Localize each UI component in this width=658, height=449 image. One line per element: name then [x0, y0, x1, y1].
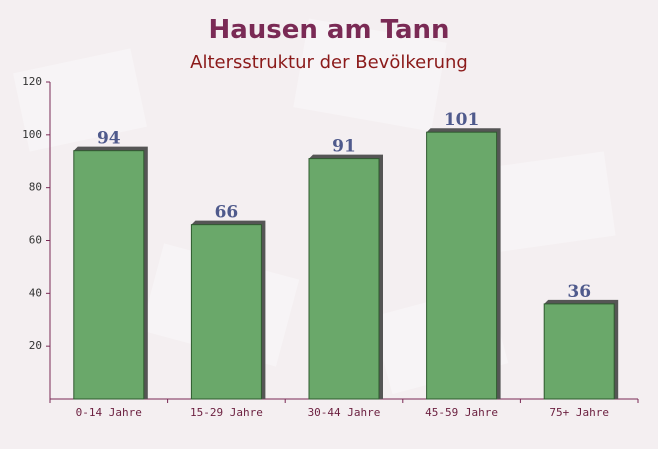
bar	[190, 224, 262, 400]
y-tick-label: 40	[29, 286, 42, 299]
x-tick-label: 0-14 Jahre	[76, 406, 142, 419]
x-tick-label: 75+ Jahre	[549, 406, 609, 419]
bar	[73, 150, 145, 400]
bar	[543, 303, 615, 400]
bar	[308, 158, 380, 400]
y-tick-label: 120	[22, 75, 42, 88]
x-tick-label: 15-29 Jahre	[190, 406, 263, 419]
y-tick-label: 80	[29, 181, 42, 194]
value-label: 36	[567, 282, 591, 302]
chart-subtitle: Altersstruktur der Bevölkerung	[190, 52, 468, 73]
value-label: 91	[332, 137, 356, 157]
y-tick-label: 100	[22, 128, 42, 141]
value-label: 66	[215, 203, 239, 223]
bar	[426, 131, 498, 400]
y-tick-label: 60	[29, 234, 42, 247]
x-tick-label: 30-44 Jahre	[308, 406, 381, 419]
y-tick-label: 20	[29, 339, 42, 352]
value-label: 94	[97, 129, 121, 149]
x-tick-label: 45-59 Jahre	[425, 406, 498, 419]
chart-title: Hausen am Tann	[208, 15, 449, 45]
value-label: 101	[444, 110, 480, 130]
